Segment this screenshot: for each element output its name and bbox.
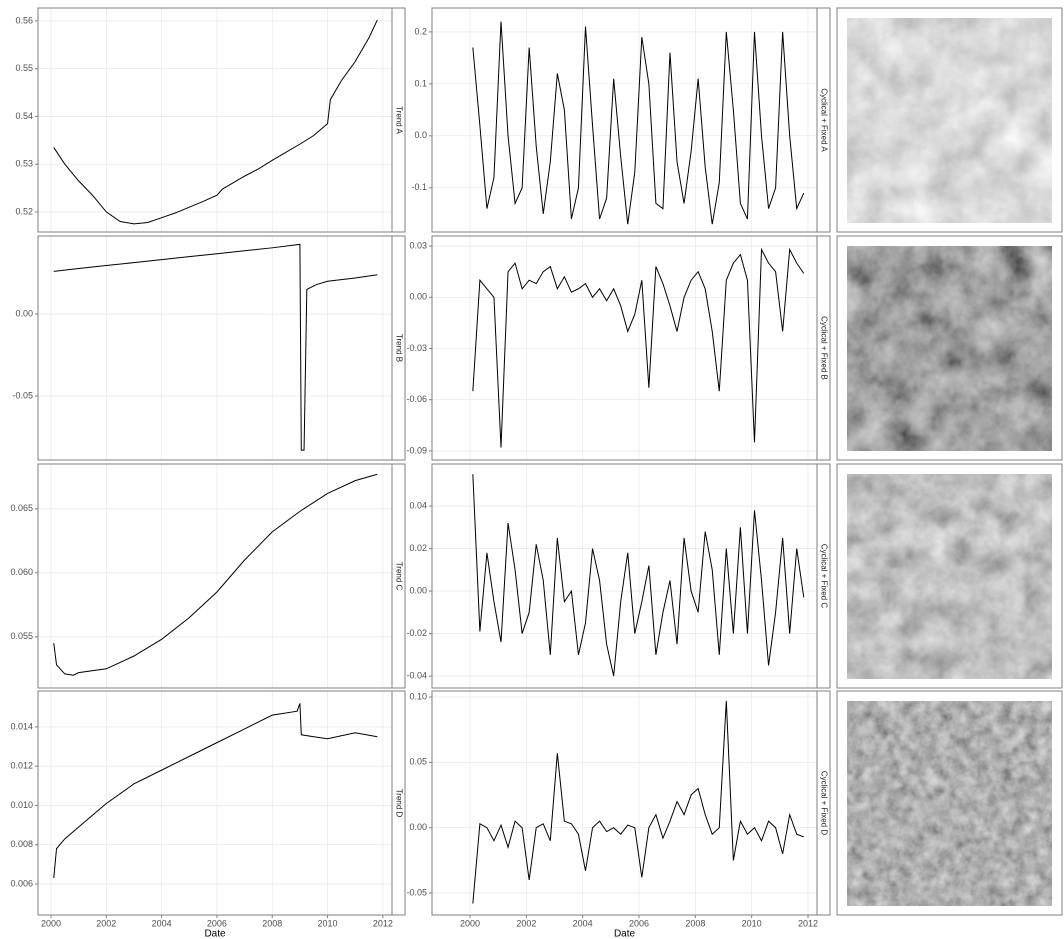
strip-label: Trend B	[394, 334, 403, 362]
y-tick-label: 0.060	[10, 567, 33, 577]
y-tick-label: 0.10	[409, 691, 427, 701]
y-tick-label: 0.014	[10, 721, 33, 731]
strip-label: Trend D	[394, 789, 403, 818]
x-tick-label: 2004	[573, 918, 593, 928]
y-tick-label: 0.006	[10, 878, 33, 888]
panel-background	[38, 8, 392, 232]
panel-background	[38, 464, 392, 688]
panel-background	[432, 691, 817, 915]
x-tick-label: 2012	[373, 918, 393, 928]
y-tick-label: 0.012	[10, 761, 33, 771]
strip	[391, 7, 406, 233]
x-tick-label: 2006	[629, 918, 649, 928]
y-tick-label: 0.2	[414, 26, 427, 36]
x-tick-label: 2010	[742, 918, 762, 928]
x-tick-label: 2006	[207, 918, 227, 928]
x-tick-label: 2008	[685, 918, 705, 928]
image-panel	[836, 7, 1063, 916]
y-tick-label: 0.00	[409, 585, 427, 595]
x-axis-title: Date	[614, 929, 636, 939]
y-tick-label: -0.09	[406, 445, 427, 455]
strip	[816, 463, 831, 689]
y-tick-label: 0.1	[414, 78, 427, 88]
y-tick-label: 0.05	[409, 757, 427, 767]
y-tick-label: 0.53	[15, 159, 33, 169]
data-line	[53, 703, 378, 879]
y-tick-label: 0.55	[15, 63, 33, 73]
strip	[391, 235, 406, 461]
x-tick-label: 2002	[516, 918, 536, 928]
y-tick-label: 0.02	[409, 543, 427, 553]
y-tick-label: 0.54	[15, 111, 33, 121]
y-tick-label: 0.065	[10, 503, 33, 513]
panel-background	[38, 691, 392, 915]
y-tick-label: -0.03	[406, 343, 427, 353]
y-tick-label: 0.055	[10, 631, 33, 641]
y-tick-label: 0.0	[414, 130, 427, 140]
x-axis-title: Date	[204, 929, 226, 939]
y-tick-label: 0.00	[15, 308, 33, 318]
y-tick-label: 0.04	[409, 500, 427, 510]
y-tick-label: -0.05	[406, 887, 427, 897]
x-tick-label: 2000	[41, 918, 61, 928]
x-tick-label: 2008	[262, 918, 282, 928]
y-tick-label: 0.03	[409, 240, 427, 250]
strip-label: Cyclical + Fixed C	[819, 544, 828, 608]
data-line	[472, 700, 804, 904]
data-line	[53, 19, 378, 225]
panel-background	[38, 236, 392, 460]
y-tick-label: -0.02	[406, 628, 427, 638]
strip-label: Cyclical + Fixed B	[819, 316, 828, 380]
panel-background	[432, 236, 817, 460]
strip-label: Trend C	[394, 562, 403, 591]
x-tick-label: 2012	[798, 918, 818, 928]
strip	[816, 235, 831, 461]
x-tick-label: 2004	[152, 918, 172, 928]
data-line	[53, 473, 378, 676]
strip	[816, 690, 831, 916]
x-tick-label: 2000	[460, 918, 480, 928]
y-tick-label: 0.00	[409, 822, 427, 832]
strip	[391, 463, 406, 689]
data-line	[472, 247, 805, 448]
strip-label: Cyclical + Fixed D	[819, 771, 828, 835]
strip-label: Trend A	[394, 106, 403, 134]
data-line	[472, 474, 805, 677]
data-line	[53, 243, 378, 451]
y-tick-label: -0.04	[406, 670, 427, 680]
strip	[816, 7, 831, 233]
y-tick-label: 0.008	[10, 839, 33, 849]
y-tick-label: -0.06	[406, 394, 427, 404]
x-tick-label: 2002	[96, 918, 116, 928]
data-line	[472, 21, 805, 225]
x-tick-label: 2010	[318, 918, 338, 928]
y-tick-label: 0.00	[409, 292, 427, 302]
y-tick-label: -0.1	[411, 182, 427, 192]
y-tick-label: 0.56	[15, 15, 33, 25]
y-tick-label: 0.010	[10, 800, 33, 810]
y-tick-label: 0.52	[15, 206, 33, 216]
strip-label: Cyclical + Fixed A	[819, 88, 828, 152]
y-tick-label: -0.05	[12, 390, 33, 400]
strip	[391, 690, 406, 916]
panel-background	[432, 8, 817, 232]
